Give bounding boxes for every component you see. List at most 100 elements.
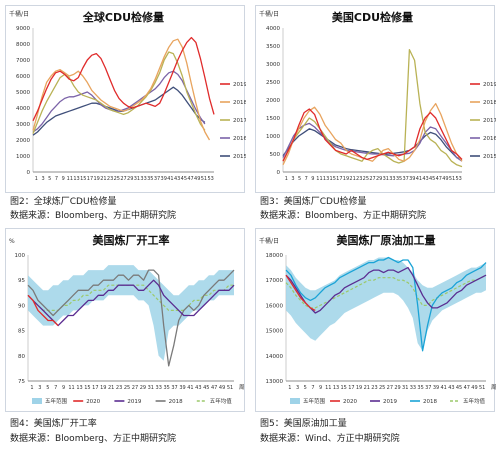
x-tick-label: 15	[80, 176, 86, 182]
x-tick-label: 27	[387, 385, 393, 391]
x-tick-label: 25	[114, 176, 120, 182]
y-unit-label: 千桶/日	[259, 237, 279, 245]
x-tick-label: 33	[389, 176, 395, 182]
legend-label: 2018	[233, 100, 246, 106]
legend-label: 五年范围	[45, 397, 68, 405]
x-tick-label: 9	[62, 176, 65, 182]
chart-global-cdu: 全球CDU检修量 千桶/日 0 1000 2000 3000 4000 5000 6000 700…	[9, 10, 246, 182]
source-fig2: 数据来源：Bloomberg、方正中期研究院	[10, 211, 176, 221]
x-tick-label: 33	[410, 385, 416, 391]
series-2016-line	[282, 122, 463, 162]
x-tick-label: 5	[304, 385, 307, 391]
x-tick-label: 47	[436, 176, 442, 182]
x-tick-label: 15	[330, 176, 336, 182]
x-tick-label: 5	[298, 176, 301, 182]
x-tick-label: 49	[194, 176, 200, 182]
series-2018-line	[32, 38, 211, 141]
x-tick-label: 29	[394, 385, 400, 391]
x-tick-label: 49	[471, 385, 477, 391]
y-tick-label: 1000	[266, 134, 280, 140]
x-tick-label: 17	[336, 176, 342, 182]
series-2019-line	[282, 108, 463, 162]
x-tick-label: 17	[87, 176, 93, 182]
y-tick-label: 0	[27, 170, 31, 176]
x-tick-label: 47	[211, 385, 217, 391]
x-tick-label: 3	[291, 176, 294, 182]
series-2019-line	[32, 36, 215, 122]
x-tick-label: 3	[41, 176, 44, 182]
x-tick-label: 9	[311, 176, 314, 182]
x-tick-label: 45	[456, 385, 462, 391]
y-unit-label: 千桶/日	[259, 10, 279, 18]
chart-title: 美国CDU检修量	[332, 10, 413, 24]
x-tick-label: 35	[147, 176, 153, 182]
chart-title: 美国炼厂原油加工量	[337, 233, 436, 247]
source-fig4: 数据来源：Bloomberg、方正中期研究院	[10, 434, 176, 444]
x-tick-label: 41	[167, 176, 173, 182]
legend-swatch	[32, 398, 42, 404]
series-2018-line	[27, 269, 235, 367]
legend-label: 2015	[483, 154, 496, 160]
source-fig3: 数据来源：Bloomberg、方正中期研究院	[260, 211, 426, 221]
x-tick-label: 19	[343, 176, 349, 182]
y-tick-label: 15000	[266, 329, 284, 335]
x-tick-label: 13	[76, 385, 82, 391]
y-tick-label: 16000	[266, 303, 284, 309]
x-tick-label: 19	[93, 176, 99, 182]
x-tick-label: 41	[441, 385, 447, 391]
y-tick-label: 6000	[16, 74, 30, 80]
series-2019-line	[27, 279, 235, 327]
y-tick-label: 90	[18, 303, 25, 309]
x-tick-label: 43	[174, 176, 180, 182]
y-tick-label: 14000	[266, 354, 284, 360]
legend-label: 2018	[423, 399, 437, 405]
legend-label: 2019	[483, 82, 496, 88]
x-tick-label: 49	[442, 176, 448, 182]
y-tick-label: 8000	[16, 42, 30, 48]
chart-title: 全球CDU检修量	[82, 10, 164, 24]
y-tick-label: 4000	[16, 106, 30, 112]
y-tick-label: 75	[18, 379, 25, 385]
x-tick-label: 11	[67, 176, 73, 182]
x-tick-label: 33	[156, 385, 162, 391]
y-tick-label: 9000	[16, 26, 30, 32]
x-tick-label: 29	[127, 176, 133, 182]
x-tick-label: 13	[333, 385, 339, 391]
x-tick-label: 37	[402, 176, 408, 182]
y-tick-label: 7000	[16, 58, 30, 64]
caption-fig2: 图2：全球炼厂CDU检修量	[10, 197, 117, 207]
x-tick-label: 47	[464, 385, 470, 391]
legend-label: 2018	[169, 399, 183, 405]
y-tick-label: 95	[18, 278, 25, 284]
chart-us-crude-runs: 美国炼厂原油加工量 千桶/日 13000 14000 15000 16000 17000 18…	[259, 233, 496, 405]
x-tick-label: 23	[116, 385, 122, 391]
x-tick-label: 25	[379, 385, 385, 391]
chart-panel-global-cdu: 全球CDU检修量 千桶/日 0 1000 2000 3000 4000 5000 6000 700…	[5, 5, 246, 193]
x-tick-label: 37	[154, 176, 160, 182]
chart-us-cdu: 美国CDU检修量 千桶/日 0 500 1000 1500 2000 2500 3000 3500…	[259, 10, 496, 182]
legend-label: 五年均值	[210, 397, 233, 405]
y-tick-label: 85	[18, 329, 25, 335]
legend-swatch	[290, 398, 300, 404]
legend-label: 五年范围	[303, 397, 326, 405]
x-tick-label: 25	[363, 176, 369, 182]
x-tick-label: 13	[323, 176, 329, 182]
series---range-band	[28, 265, 234, 361]
series-2015-line	[282, 128, 463, 161]
y-tick-label: 3500	[266, 44, 280, 50]
x-tick-label: 33	[140, 176, 146, 182]
x-tick-label: 15	[84, 385, 90, 391]
chart-panel-us-cdu: 美国CDU检修量 千桶/日 0 500 1000 1500 2000 2500 3000 3500…	[255, 5, 496, 193]
source-fig5: 数据来源：Wind、方正中期研究院	[260, 434, 400, 444]
x-tick-label: 5	[48, 176, 51, 182]
x-tick-label: 49	[219, 385, 225, 391]
x-tick-label: 13	[73, 176, 79, 182]
x-tick-label: 5	[46, 385, 49, 391]
x-tick-label: 11	[325, 385, 331, 391]
x-tick-label: 43	[195, 385, 201, 391]
x-tick-label: 35	[163, 385, 169, 391]
y-tick-label: 2000	[16, 138, 30, 144]
y-tick-label: 5000	[16, 90, 30, 96]
x-tick-label: 1	[285, 176, 288, 182]
